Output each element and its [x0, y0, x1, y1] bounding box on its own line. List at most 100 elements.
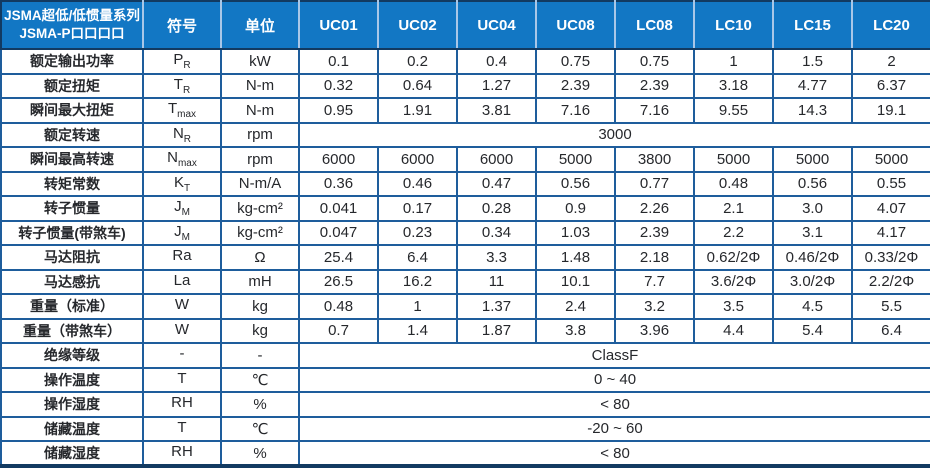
value-cell: 0.95 — [298, 97, 379, 124]
symbol-subscript: R — [183, 133, 192, 145]
unit-cell: % — [220, 440, 300, 467]
unit-cell: kg-cm² — [220, 219, 300, 247]
value-cell: 2 — [851, 48, 930, 75]
symbol-main: RH — [171, 443, 193, 461]
symbol-subscript: max — [177, 109, 197, 121]
value-cell: 0.46 — [377, 170, 458, 198]
symbol-main: W — [174, 320, 190, 338]
symbol-main: N — [167, 149, 178, 167]
value-cell: 0.17 — [377, 195, 458, 222]
value-cell: 0.32 — [298, 72, 379, 100]
table-row: 瞬间最大扭矩 Tmax N-m 0.95 1.91 3.81 7.16 7.16 9.55 14.… — [0, 97, 930, 124]
value-cell: 7.16 — [614, 97, 695, 124]
row-label: 绝缘等级 — [0, 342, 144, 369]
symbol-subscript: T — [183, 182, 191, 194]
table-title: JSMA超低/低惯量系列 JSMA-P口口口口 — [1, 1, 143, 50]
value-cell: 11 — [456, 268, 537, 296]
value-cell: 0.75 — [535, 48, 616, 75]
row-label: 操作温度 — [0, 366, 144, 394]
value-cell: 25.4 — [298, 244, 379, 271]
spec-table-body: 额定输出功率 PR kW 0.1 0.2 0.4 0.75 0.75 1 1.5 2 额定扭矩 TR N-… — [0, 48, 930, 467]
symbol-subscript: R — [183, 60, 191, 72]
value-cell: 0.28 — [456, 195, 537, 222]
unit-cell: kg — [220, 317, 300, 345]
value-cell: 26.5 — [298, 268, 379, 296]
row-label: 额定扭矩 — [0, 72, 144, 100]
row-label: 瞬间最高转速 — [0, 146, 144, 173]
table-row: 瞬间最高转速 Nmax rpm 6000 6000 6000 5000 3800 5000 500… — [0, 146, 930, 173]
value-cell: 3800 — [614, 146, 695, 173]
value-cell: 0.56 — [535, 170, 616, 198]
table-row: 额定转速 NR rpm 3000 — [0, 121, 930, 149]
symbol-subscript: M — [181, 207, 190, 219]
symbol-subscript: max — [177, 158, 197, 170]
value-cell: 0.7 — [298, 317, 379, 345]
symbol-subscript: R — [182, 84, 191, 96]
unit-cell: ℃ — [220, 415, 300, 443]
table-row: 额定输出功率 PR kW 0.1 0.2 0.4 0.75 0.75 1 1.5 2 — [0, 48, 930, 75]
symbol-cell: RH — [142, 440, 222, 467]
symbol-column-header: 符号 — [142, 1, 221, 50]
symbol-cell: KT — [142, 170, 222, 198]
value-cell: 5.4 — [772, 317, 853, 345]
value-cell: 2.1 — [693, 195, 774, 222]
symbol-main: T — [177, 369, 187, 387]
span-value-cell: 3000 — [298, 121, 930, 149]
unit-cell: mH — [220, 268, 300, 296]
unit-cell: Ω — [220, 244, 300, 271]
table-row: 储藏温度 T ℃ -20 ~ 60 — [0, 415, 930, 443]
value-cell: 3.0/2Φ — [772, 268, 853, 296]
unit-cell: ℃ — [220, 366, 300, 394]
value-cell: 0.77 — [614, 170, 695, 198]
symbol-main: T — [177, 418, 187, 436]
value-cell: 3.2 — [614, 293, 695, 320]
value-cell: 1 — [693, 48, 774, 75]
value-cell: 0.56 — [772, 170, 853, 198]
symbol-cell: - — [142, 342, 222, 369]
value-cell: 3.81 — [456, 97, 537, 124]
value-cell: 2.26 — [614, 195, 695, 222]
value-cell: 0.047 — [298, 219, 379, 247]
value-cell: 3.1 — [772, 219, 853, 247]
unit-column-header: 单位 — [220, 1, 299, 50]
symbol-main: Ra — [172, 247, 192, 265]
value-cell: 4.5 — [772, 293, 853, 320]
symbol-main: K — [173, 173, 184, 191]
span-value-cell: < 80 — [298, 440, 930, 467]
unit-cell: N-m — [220, 72, 300, 100]
value-cell: 1.27 — [456, 72, 537, 100]
value-cell: 7.16 — [535, 97, 616, 124]
symbol-cell: PR — [142, 48, 222, 75]
value-cell: 0.48 — [693, 170, 774, 198]
value-cell: 3.5 — [693, 293, 774, 320]
value-cell: 0.9 — [535, 195, 616, 222]
symbol-cell: Ra — [142, 244, 222, 271]
value-cell: 3.8 — [535, 317, 616, 345]
value-cell: 0.36 — [298, 170, 379, 198]
value-cell: 2.39 — [535, 72, 616, 100]
value-cell: 0.33/2Φ — [851, 244, 930, 271]
symbol-main: T — [167, 100, 178, 118]
unit-cell: kW — [220, 48, 300, 75]
value-cell: 4.17 — [851, 219, 930, 247]
value-cell: 2.2/2Φ — [851, 268, 930, 296]
row-label: 额定输出功率 — [0, 48, 144, 75]
value-cell: 16.2 — [377, 268, 458, 296]
value-cell: 10.1 — [535, 268, 616, 296]
span-value-cell: ClassF — [298, 342, 930, 369]
model-column-header: LC20 — [851, 1, 930, 50]
unit-cell: - — [220, 342, 300, 369]
symbol-main: P — [173, 51, 184, 69]
value-cell: 0.46/2Φ — [772, 244, 853, 271]
value-cell: 3.3 — [456, 244, 537, 271]
value-cell: 0.23 — [377, 219, 458, 247]
value-cell: 0.1 — [298, 48, 379, 75]
value-cell: 1.48 — [535, 244, 616, 271]
symbol-cell: TR — [142, 72, 222, 100]
value-cell: 4.77 — [772, 72, 853, 100]
symbol-main: W — [174, 296, 190, 314]
symbol-main: T — [173, 75, 183, 93]
value-cell: 9.55 — [693, 97, 774, 124]
value-cell: 1.03 — [535, 219, 616, 247]
